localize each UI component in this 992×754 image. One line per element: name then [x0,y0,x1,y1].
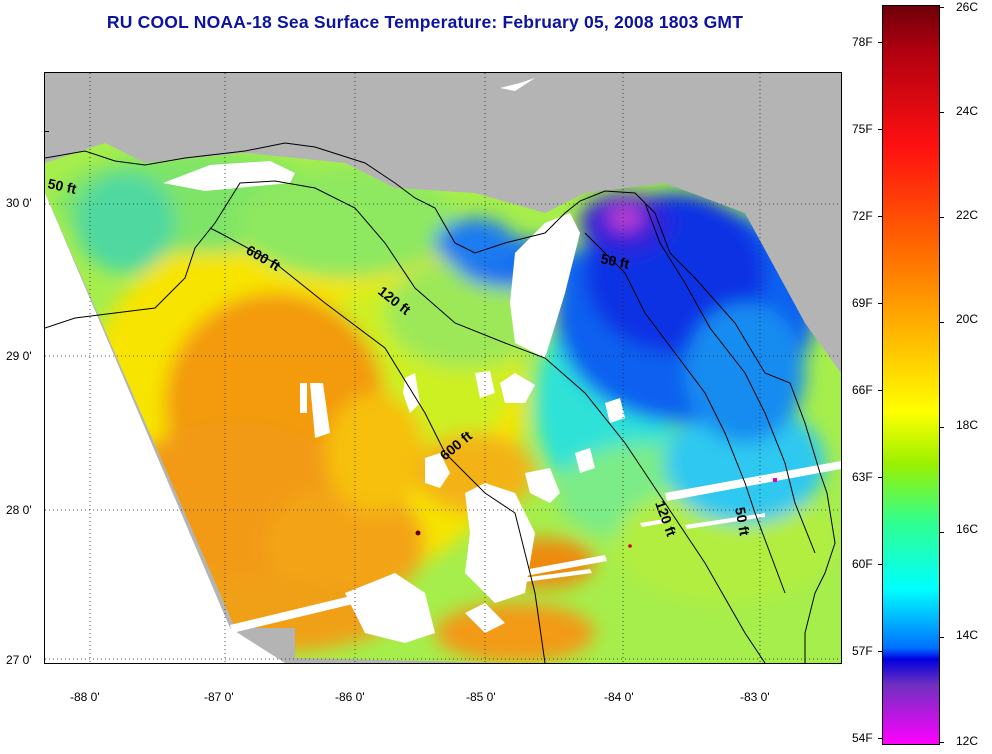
station-marker [415,530,421,536]
colorbar-c-tick [939,112,944,113]
colorbar-f-66: 66F [852,383,873,397]
colorbar-c-12: 12C [956,734,979,748]
lon-label-84: -84 0' [604,690,634,704]
contour-label-50ft-east: 50 ft [599,250,631,272]
lon-label-86: -86 0' [335,690,365,704]
colorbar-f-54: 54F [852,731,873,745]
colorbar-f-63: 63F [852,470,873,484]
map-title: RU COOL NOAA-18 Sea Surface Temperature:… [106,12,744,32]
colorbar-c-tick [939,217,944,218]
colorbar-c-tick [939,427,944,428]
colorbar-f-60: 60F [852,557,873,571]
colorbar-f-57: 57F [852,644,873,658]
colorbar-c-tick [939,532,944,533]
colorbar-f-tick [878,42,883,43]
sst-map-canvas: 50 ft 600 ft 120 ft 50 ft 600 ft 120 ft … [45,73,841,663]
station-marker-2 [628,544,632,548]
colorbar-f-tick [878,477,883,478]
colorbar-c-14: 14C [956,628,979,642]
colorbar-f-tick [878,216,883,217]
lon-label-88: -88 0' [70,690,100,704]
colorbar-f-tick [878,129,883,130]
colorbar-f-tick [878,303,883,304]
lat-label-27: 27 0' [6,653,32,667]
colorbar-c-22: 22C [956,208,979,222]
colorbar-c-26: 26C [956,0,979,14]
colorbar-c-tick [939,637,944,638]
contour-label-50ft-south: 50 ft [732,506,753,537]
colorbar-f-72: 72F [852,209,873,223]
lat-label-28: 28 0' [6,503,32,517]
colorbar-f-tick [878,651,883,652]
tick [44,131,49,132]
colorbar-f-tick [878,738,883,739]
colorbar-c-24: 24C [956,104,979,118]
colorbar-f-78: 78F [852,35,873,49]
lon-label-85: -85 0' [466,690,496,704]
colorbar-c-tick [939,322,944,323]
colorbar-c-tick [939,742,944,743]
depth-contours [45,180,786,663]
colorbar-f-69: 69F [852,296,873,310]
colorbar-c-16: 16C [956,522,979,536]
colorbar-c-20: 20C [956,312,979,326]
lat-label-30: 30 0' [6,196,32,210]
colorbar-f-tick [878,564,883,565]
colorbar-c-tick [939,7,944,8]
graticule [45,73,841,663]
colorbar-f-75: 75F [852,122,873,136]
contour-label-50ft-west: 50 ft [46,175,78,197]
temperature-colorbar [882,5,940,745]
no-data-region-west [45,193,285,663]
station-marker-3 [773,478,777,482]
cloud-mask [163,78,841,643]
sst-map: 50 ft 600 ft 120 ft 50 ft 600 ft 120 ft … [44,72,842,664]
lon-label-87: -87 0' [204,690,234,704]
lon-label-83: -83 0' [740,690,770,704]
coastline [45,142,836,663]
lat-label-29: 29 0' [6,349,32,363]
colorbar-f-tick [878,390,883,391]
colorbar-c-18: 18C [956,418,979,432]
